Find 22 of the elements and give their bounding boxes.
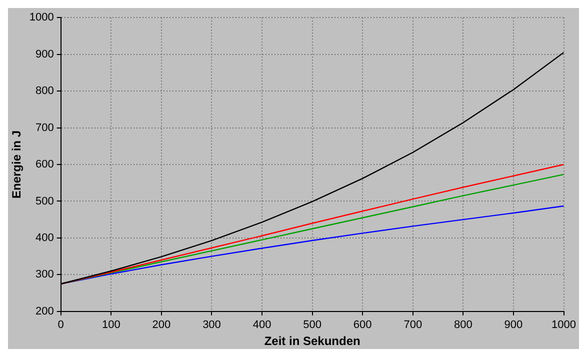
x-tick-label: 0 (58, 319, 64, 332)
y-tick-label: 400 (36, 232, 54, 244)
y-tick-label: 700 (36, 122, 54, 134)
x-tick-label: 100 (102, 319, 120, 332)
y-tick-label: 1000 (29, 12, 54, 24)
x-tick-label: 200 (152, 319, 171, 332)
x-tick-label: 900 (504, 319, 523, 332)
y-tick-label: 800 (36, 85, 54, 98)
x-tick-label: 800 (454, 319, 472, 332)
x-tick-label: 400 (252, 319, 272, 332)
y-tick-label: 900 (36, 48, 54, 60)
y-tick-label: 600 (36, 158, 54, 171)
y-tick-label: 500 (36, 195, 54, 208)
y-tick-label: 200 (36, 305, 54, 318)
x-tick-label: 300 (202, 319, 221, 332)
y-tick-label: 300 (36, 268, 54, 281)
x-axis-title: Zeit in Sekunden (264, 334, 360, 348)
x-tick-label: 1000 (552, 319, 576, 332)
x-tick-label: 500 (303, 319, 322, 332)
y-axis-title: Energie in J (10, 130, 24, 199)
x-tick-label: 700 (404, 319, 422, 332)
x-tick-label: 600 (353, 319, 372, 332)
